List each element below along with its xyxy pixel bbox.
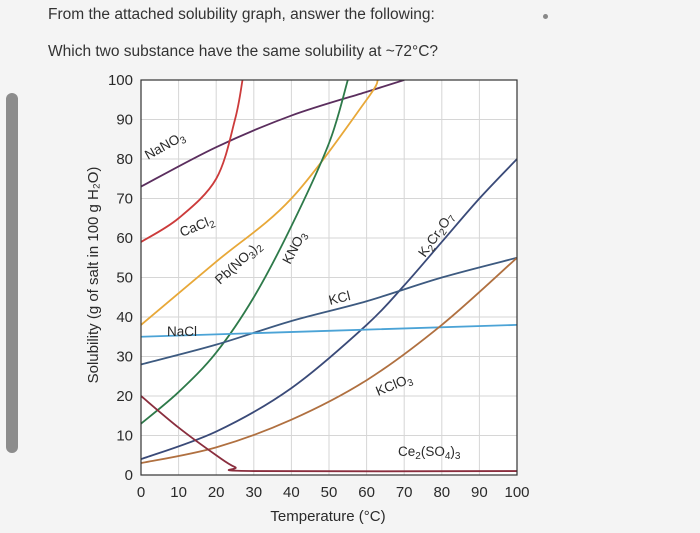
series-line-k2cr2o7 [141, 158, 517, 461]
x-tick-label: 0 [137, 484, 145, 501]
series-line-cacl2 [141, 80, 244, 243]
scrollbar[interactable] [6, 93, 18, 453]
y-tick-label: 60 [116, 230, 133, 247]
y-tick-label: 80 [116, 151, 133, 168]
x-tick-label: 50 [321, 484, 338, 501]
series-line-nano3 [141, 80, 405, 188]
dot-marker [543, 14, 548, 19]
y-tick-label: 70 [116, 191, 133, 208]
series-line-kclo3 [141, 257, 517, 465]
x-tick-label: 90 [471, 484, 488, 501]
y-tick-label: 20 [116, 388, 133, 405]
chart-frame [140, 79, 518, 476]
curve-label-nacl: NaCl [167, 324, 197, 339]
x-tick-label: 40 [283, 484, 300, 501]
plot-border [140, 79, 518, 476]
y-tick-label: 30 [116, 349, 133, 366]
series-line-ce2so43 [141, 395, 517, 473]
question-line-1: From the attached solubility graph, answ… [48, 6, 435, 23]
x-tick-label: 60 [358, 484, 375, 501]
x-tick-label: 10 [170, 484, 187, 501]
x-axis-title: Temperature (°C) [270, 508, 385, 525]
x-tick-label: 70 [396, 484, 413, 501]
curve-label-ce2so43: Ce2(SO4)3 [398, 444, 461, 462]
chart-ticks: 0 10 20 30 40 50 60 70 80 90 100 0 10 20 30 40 50 60 70 80 9… [108, 72, 530, 501]
y-tick-label: 0 [125, 467, 133, 484]
question-line-2: Which two substance have the same solubi… [48, 43, 439, 60]
y-tick-label: 90 [116, 112, 133, 129]
x-tick-label: 80 [433, 484, 450, 501]
series-line-kcl [141, 256, 517, 366]
curve-label-k2cr2o7: K2Cr2O7 [415, 209, 459, 261]
series-line-nacl [141, 324, 517, 338]
y-tick-label: 100 [108, 72, 133, 89]
x-tick-label: 20 [208, 484, 225, 501]
curve-label-kcl: KCl [327, 288, 352, 308]
chart-curves [141, 80, 517, 473]
y-tick-label: 50 [116, 270, 133, 287]
x-tick-label: 30 [245, 484, 262, 501]
series-line-kno3 [141, 80, 349, 425]
y-tick-label: 10 [116, 428, 133, 445]
y-axis-title: Solubility (g of salt in 100 g H₂O) [85, 167, 102, 384]
x-tick-label: 100 [504, 484, 529, 501]
series-line-pbno32 [141, 80, 379, 326]
y-tick-label: 40 [116, 309, 133, 326]
